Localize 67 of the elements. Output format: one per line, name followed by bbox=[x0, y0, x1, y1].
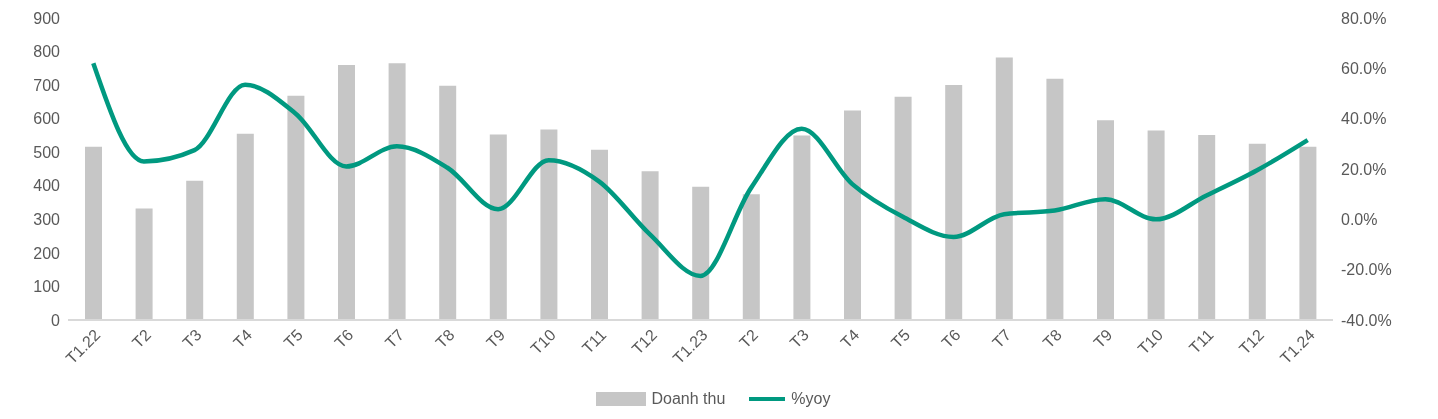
x-tick-label: T11 bbox=[1185, 326, 1217, 357]
y2-tick-label: 40.0% bbox=[1341, 110, 1387, 128]
bar bbox=[692, 186, 710, 320]
x-tick-label: T9 bbox=[1090, 326, 1116, 352]
y-tick-label: 800 bbox=[33, 43, 61, 61]
bar bbox=[489, 134, 507, 320]
y2-tick-label: -20.0% bbox=[1341, 261, 1392, 279]
y-tick-label: 600 bbox=[33, 110, 61, 128]
bar bbox=[591, 149, 608, 320]
y2-tick-label: -40.0% bbox=[1341, 311, 1392, 329]
bar bbox=[85, 146, 102, 320]
y-tick-label: 400 bbox=[33, 177, 61, 195]
bar bbox=[388, 63, 406, 320]
x-tick-label: T8 bbox=[1039, 326, 1065, 352]
y2-tick-label: 20.0% bbox=[1341, 160, 1387, 178]
x-tick-label: T7 bbox=[989, 326, 1015, 352]
bar bbox=[742, 194, 760, 320]
bar bbox=[135, 208, 153, 320]
bar bbox=[945, 85, 963, 320]
x-tick-label: T2 bbox=[736, 326, 762, 352]
x-tick-label: T6 bbox=[331, 326, 357, 352]
x-tick-label: T4 bbox=[230, 326, 256, 352]
bar bbox=[1147, 130, 1165, 320]
bar bbox=[641, 171, 659, 320]
y-tick-label: 900 bbox=[33, 9, 61, 27]
y-tick-label: 200 bbox=[33, 244, 61, 262]
bar bbox=[1198, 135, 1216, 320]
bar bbox=[186, 180, 204, 320]
bar bbox=[844, 110, 861, 320]
bar bbox=[1248, 143, 1266, 320]
bar bbox=[1097, 120, 1114, 320]
y-tick-label: 300 bbox=[33, 211, 61, 229]
y-tick-label: 500 bbox=[33, 143, 61, 161]
bar bbox=[894, 96, 912, 320]
y2-tick-label: 80.0% bbox=[1341, 9, 1387, 27]
bar bbox=[1299, 146, 1317, 320]
y-tick-label: 100 bbox=[33, 278, 61, 296]
line-series bbox=[91, 61, 1310, 279]
bar bbox=[236, 133, 254, 320]
y-tick-label: 0 bbox=[51, 311, 61, 329]
x-tick-label: T9 bbox=[483, 326, 509, 352]
bar bbox=[287, 95, 305, 320]
y-tick-label: 700 bbox=[33, 76, 61, 94]
x-tick-label: T8 bbox=[432, 326, 458, 352]
x-tick-label: T3 bbox=[786, 326, 812, 352]
x-tick-label: T6 bbox=[938, 326, 964, 352]
x-tick-label: T4 bbox=[837, 326, 863, 352]
bar bbox=[793, 135, 811, 320]
x-tick-label: T2 bbox=[128, 326, 155, 352]
bar bbox=[439, 85, 457, 320]
y2-tick-label: 60.0% bbox=[1341, 60, 1387, 78]
bar bbox=[1046, 78, 1064, 320]
legend-label: Doanh thu bbox=[651, 390, 726, 408]
bar bbox=[338, 64, 355, 320]
bar bbox=[995, 57, 1013, 320]
legend-label: %yoy bbox=[791, 390, 831, 408]
x-tick-label: T11 bbox=[578, 326, 610, 357]
x-tick-label: T10 bbox=[1134, 326, 1167, 358]
x-tick-label: T3 bbox=[179, 326, 205, 352]
x-tick-label: T12 bbox=[1235, 326, 1268, 358]
bar bbox=[540, 129, 558, 320]
x-tick-label: T10 bbox=[527, 326, 559, 358]
x-tick-label: T5 bbox=[280, 326, 306, 352]
y2-tick-label: 0.0% bbox=[1341, 211, 1378, 229]
x-tick-label: T7 bbox=[381, 326, 408, 352]
x-tick-label: T12 bbox=[628, 326, 661, 358]
x-tick-label: T5 bbox=[887, 326, 914, 352]
